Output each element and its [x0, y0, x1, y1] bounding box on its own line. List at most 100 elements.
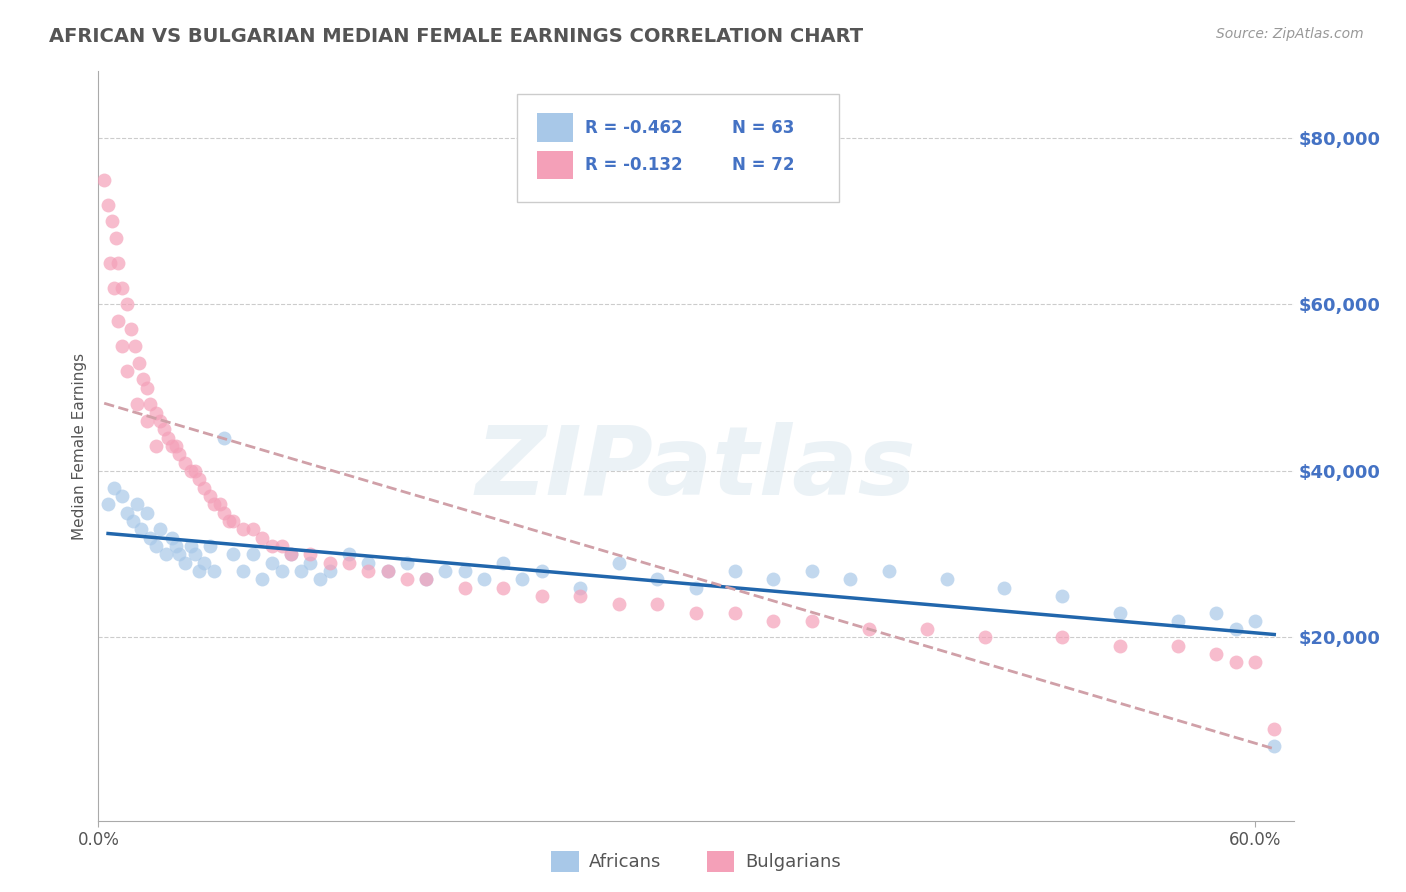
- Point: [839, 572, 862, 586]
- Point: [107, 256, 129, 270]
- Point: [395, 556, 418, 570]
- Point: [685, 581, 707, 595]
- Point: [299, 556, 322, 570]
- Point: [156, 431, 179, 445]
- Text: R = -0.132: R = -0.132: [585, 156, 682, 174]
- Point: [97, 197, 120, 211]
- Point: [1263, 739, 1285, 753]
- Point: [647, 572, 669, 586]
- Point: [145, 539, 167, 553]
- Point: [160, 531, 183, 545]
- Point: [607, 556, 630, 570]
- Point: [252, 572, 274, 586]
- Text: R = -0.462: R = -0.462: [585, 119, 682, 136]
- Point: [242, 522, 264, 536]
- Point: [319, 564, 342, 578]
- Point: [280, 547, 302, 561]
- Point: [200, 539, 222, 553]
- Point: [357, 564, 380, 578]
- Point: [512, 572, 534, 586]
- Text: N = 72: N = 72: [733, 156, 794, 174]
- Point: [530, 564, 553, 578]
- Bar: [537, 151, 572, 179]
- Point: [107, 314, 129, 328]
- Point: [762, 614, 785, 628]
- Point: [290, 564, 312, 578]
- Point: [1244, 656, 1267, 670]
- Point: [155, 547, 177, 561]
- Point: [139, 531, 162, 545]
- Point: [280, 547, 302, 561]
- Point: [149, 522, 172, 536]
- Point: [270, 539, 292, 553]
- Point: [117, 297, 139, 311]
- Text: ZIPatlas: ZIPatlas: [475, 422, 917, 515]
- Point: [184, 547, 207, 561]
- Point: [193, 481, 215, 495]
- Point: [260, 539, 283, 553]
- Point: [800, 564, 823, 578]
- Point: [395, 572, 418, 586]
- Point: [212, 506, 235, 520]
- Point: [169, 447, 191, 461]
- Point: [1050, 589, 1073, 603]
- Point: [232, 564, 254, 578]
- Point: [174, 556, 197, 570]
- Point: [1050, 631, 1073, 645]
- Text: AFRICAN VS BULGARIAN MEDIAN FEMALE EARNINGS CORRELATION CHART: AFRICAN VS BULGARIAN MEDIAN FEMALE EARNI…: [49, 27, 863, 45]
- Point: [135, 381, 157, 395]
- Point: [101, 214, 124, 228]
- Point: [165, 439, 187, 453]
- Point: [337, 547, 360, 561]
- Point: [103, 481, 125, 495]
- Point: [415, 572, 437, 586]
- Point: [232, 522, 254, 536]
- Point: [377, 564, 399, 578]
- Point: [974, 631, 997, 645]
- Point: [1263, 722, 1285, 736]
- Point: [184, 464, 207, 478]
- Point: [242, 547, 264, 561]
- Point: [104, 231, 127, 245]
- Point: [607, 597, 630, 611]
- Point: [180, 464, 202, 478]
- Point: [723, 564, 745, 578]
- Point: [174, 456, 197, 470]
- Point: [309, 572, 332, 586]
- Point: [319, 556, 342, 570]
- Point: [129, 522, 152, 536]
- Point: [1225, 656, 1247, 670]
- Point: [160, 439, 183, 453]
- Point: [877, 564, 900, 578]
- Point: [218, 514, 240, 528]
- Point: [569, 589, 592, 603]
- Point: [858, 622, 880, 636]
- Point: [212, 431, 235, 445]
- Point: [1205, 606, 1227, 620]
- Point: [762, 572, 785, 586]
- Point: [530, 589, 553, 603]
- Point: [98, 256, 121, 270]
- Bar: [537, 113, 572, 142]
- Point: [492, 581, 515, 595]
- Point: [149, 414, 172, 428]
- Point: [135, 506, 157, 520]
- Point: [117, 506, 139, 520]
- Point: [145, 406, 167, 420]
- Point: [800, 614, 823, 628]
- Point: [180, 539, 202, 553]
- Point: [222, 547, 245, 561]
- Point: [1205, 647, 1227, 661]
- Point: [97, 497, 120, 511]
- Point: [117, 364, 139, 378]
- Point: [193, 556, 215, 570]
- Point: [202, 564, 225, 578]
- Point: [299, 547, 322, 561]
- FancyBboxPatch shape: [517, 94, 839, 202]
- Y-axis label: Median Female Earnings: Median Female Earnings: [72, 352, 87, 540]
- Point: [124, 339, 146, 353]
- Point: [1109, 639, 1132, 653]
- Point: [1109, 606, 1132, 620]
- Point: [415, 572, 437, 586]
- Point: [993, 581, 1015, 595]
